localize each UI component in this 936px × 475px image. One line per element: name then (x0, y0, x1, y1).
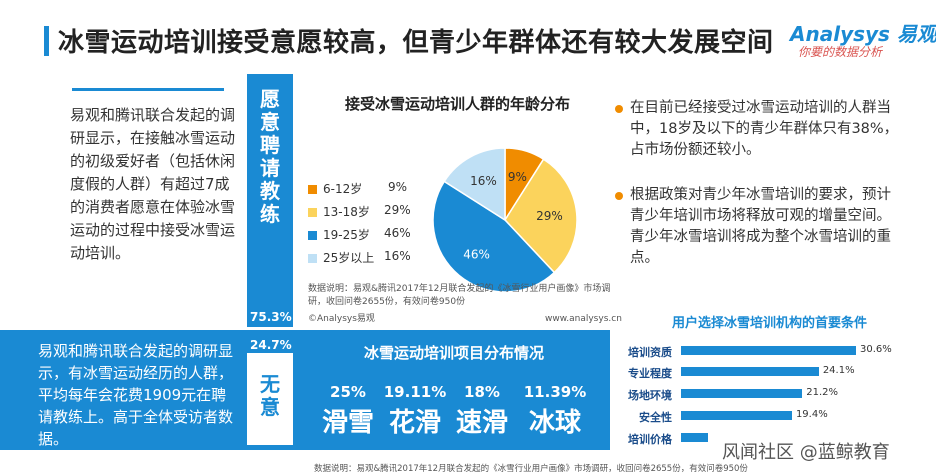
unwilling-label: 无 意 (247, 373, 293, 419)
willing-pct: 75.3% (250, 310, 292, 324)
legend-value: 16% (384, 249, 411, 263)
hbar-category-label: 专业程度 (628, 367, 672, 380)
legend-value: 46% (384, 226, 411, 240)
pie-slice-label: 16% (470, 174, 497, 188)
legend-item: 19-25岁 (308, 226, 370, 243)
willing-char: 意 (260, 110, 280, 134)
brand-logo: Analysys 易观 你要的数据分析 (790, 18, 936, 63)
bottom-band-text: 易观和腾讯联合发起的调研显示，有冰雪运动经历的人群，平均每年会花费1909元在聘… (38, 342, 234, 448)
bottom-band (0, 330, 610, 450)
legend-swatch (308, 208, 317, 217)
project-pct-ice-hockey: 11.39% (523, 383, 587, 401)
legend-value: 29% (384, 203, 411, 217)
legend-value: 9% (388, 180, 408, 194)
hbar-value-label: 21.2% (806, 387, 839, 398)
legend-item: 13-18岁 (308, 203, 370, 220)
legend-swatch (308, 231, 317, 240)
legend-label: 19-25岁 (323, 228, 370, 242)
left-panel-text: 易观和腾讯联合发起的调研显示，在接触冰雪运动的初级爱好者（包括休闲度假的人群）有… (70, 106, 236, 262)
footer-data-note: 数据说明：易观&腾讯2017年12月联合发起的《冰雪行业用户画像》市场调研，收回… (314, 464, 748, 474)
project-name-speed-skating: 速滑 (455, 408, 508, 438)
pie-slice (432, 180, 556, 293)
project-name-ice-hockey: 冰球 (528, 408, 581, 438)
willing-char: 请 (260, 156, 280, 180)
hbar-category-label: 场地环境 (628, 389, 672, 402)
project-distribution-title: 冰雪运动培训项目分布情况 (363, 344, 544, 362)
project-name-skiing: 滑雪 (321, 408, 374, 438)
pie-chart: 9% 29% 46% 16% (432, 147, 578, 293)
pie-website: www.analysys.cn (545, 314, 622, 324)
bullet-text: 在目前已经接受过冰雪运动培训的人群当中，18岁及以下的青少年群体只有38%，占市… (630, 100, 899, 158)
hbar-bar (681, 411, 792, 420)
willing-bar-label: 愿 意 聘 请 教 练 (247, 88, 293, 226)
bullet-dot-icon (615, 105, 623, 113)
hbar-bar (681, 367, 819, 376)
project-pct-speed-skating: 18% (464, 383, 500, 401)
pie-copyright: ©Analysys易观 (308, 314, 375, 324)
legend-swatch (308, 254, 317, 263)
willing-char: 聘 (260, 133, 280, 157)
legend-label: 6-12岁 (323, 182, 363, 196)
logo-sub-text: 你要的数据分析 (798, 45, 883, 59)
left-panel-divider (72, 88, 224, 91)
project-name-figure-skating: 花滑 (388, 408, 441, 438)
pie-slice (443, 147, 506, 222)
hbar-value-label: 19.4% (795, 409, 828, 420)
project-pct-figure-skating: 19.11% (383, 383, 447, 401)
legend-label: 13-18岁 (323, 205, 370, 219)
unwilling-char: 无 (260, 372, 280, 396)
hbar-bar (681, 433, 708, 442)
legend-swatch (308, 185, 317, 194)
pie-legend: 6-12岁 9% 13-18岁 29% 19-25岁 46% 25岁以上 16% (308, 180, 418, 280)
willing-char: 练 (260, 202, 280, 226)
unwilling-char: 意 (260, 395, 280, 419)
bullet-item: 在目前已经接受过冰雪运动培训的人群当中，18岁及以下的青少年群体只有38%，占市… (615, 98, 900, 161)
legend-label: 25岁以上 (323, 251, 375, 265)
unwilling-bar (247, 353, 293, 445)
willing-char: 教 (260, 179, 280, 203)
willing-char: 愿 (260, 87, 280, 111)
pie-slice-label: 9% (508, 170, 527, 184)
bar-chart-title: 用户选择冰雪培训机构的首要条件 (672, 316, 868, 331)
hbar-value-label: 30.6% (860, 344, 892, 355)
legend-item: 6-12岁 (308, 180, 362, 197)
hbar-value-label: 24.1% (822, 365, 855, 376)
hbar-bar (681, 346, 856, 355)
bullet-dot-icon (615, 192, 623, 200)
pie-slice-label: 46% (463, 247, 490, 261)
bullet-item: 根据政策对青少年冰雪培训的要求，预计青少年培训市场将释放可观的增量空间。青少年冰… (615, 185, 900, 269)
logo-main-text: Analysys 易观 (790, 22, 936, 46)
unwilling-pct: 24.7% (250, 338, 292, 352)
pie-slice-label: 29% (536, 209, 563, 223)
project-pct-skiing: 25% (330, 383, 366, 401)
hbar-category-label: 培训价格 (628, 433, 672, 446)
page-title: 冰雪运动培训接受意愿较高，但青少年群体还有较大发展空间 (58, 28, 774, 58)
pie-chart-title: 接受冰雪运动培训人群的年龄分布 (344, 95, 570, 113)
watermark-text: 风闻社区 @蓝鲸教育 (722, 442, 890, 463)
pie-slice (504, 158, 578, 274)
hbar-category-label: 安全性 (639, 411, 672, 424)
bullet-text: 根据政策对青少年冰雪培训的要求，预计青少年培训市场将释放可观的增量空间。青少年冰… (630, 187, 891, 266)
legend-item: 25岁以上 (308, 249, 374, 266)
hbar-category-label: 培训资质 (628, 346, 672, 359)
pie-data-note: 数据说明：易观&腾讯2017年12月联合发起的《冰雪行业用户画像》市场调研，收回… (308, 284, 611, 307)
hbar-bar (681, 389, 803, 398)
title-accent-bar (44, 26, 49, 56)
willing-bar: 愿 意 聘 请 教 练 (247, 74, 293, 327)
